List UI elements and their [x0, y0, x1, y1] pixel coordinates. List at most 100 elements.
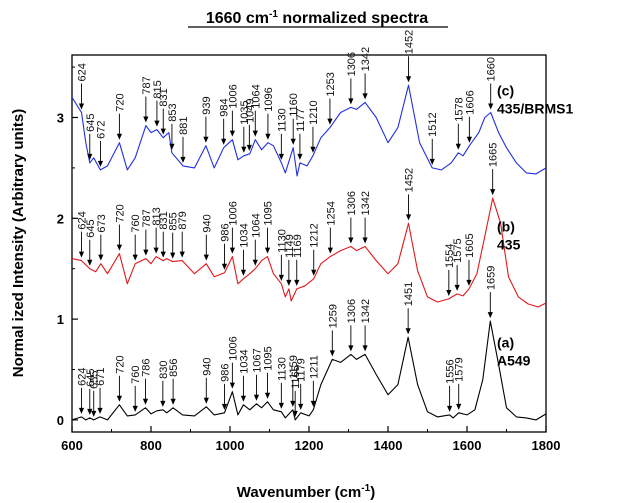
- peak-arrowhead-2-1210: [310, 146, 316, 153]
- peak-arrowhead-2-815: [154, 120, 160, 127]
- peak-label-0-1159: 1159: [288, 355, 300, 379]
- peak-arrowhead-2-1253: [327, 118, 333, 125]
- peak-label-2-1035: 1035: [239, 100, 251, 124]
- peak-arrowhead-2-881: [180, 156, 186, 163]
- peak-label-0-1067: 1067: [251, 348, 263, 372]
- peak-arrowhead-0-1067: [253, 394, 260, 401]
- peak-label-2-720: 720: [114, 93, 126, 111]
- peak-label-0-1306: 1306: [346, 299, 358, 323]
- peak-arrowhead-0-1006: [229, 382, 235, 389]
- peak-arrowhead-2-1006: [229, 130, 235, 137]
- peak-arrowhead-1-624: [78, 251, 85, 258]
- peak-label-1-831: 831: [158, 211, 170, 229]
- peak-label-2-672: 672: [95, 121, 107, 139]
- peak-label-1-1149: 1149: [284, 234, 296, 258]
- peak-arrowhead-0-645: [87, 408, 93, 415]
- peak-label-2-1006: 1006: [227, 84, 239, 108]
- peak-arrowhead-0-1342: [362, 345, 368, 352]
- peak-arrowhead-0-760: [132, 405, 138, 412]
- peak-label-1-1665: 1665: [488, 143, 500, 167]
- peak-arrowhead-1-879: [179, 251, 185, 258]
- peak-arrowhead-2-787: [143, 116, 149, 123]
- peak-label-2-1306: 1306: [346, 52, 358, 76]
- peak-arrowhead-2-1049: [246, 144, 252, 151]
- y-tick-label-3: 3: [57, 110, 64, 125]
- y-tick-label-2: 2: [57, 211, 64, 226]
- x-tick-label-1200: 1200: [295, 438, 324, 453]
- peak-arrowhead-0-671: [97, 407, 103, 414]
- peak-arrowhead-0-655: [91, 410, 97, 417]
- peak-label-1-673: 673: [96, 214, 108, 232]
- x-tick-label-600: 600: [61, 438, 83, 453]
- peak-label-2-1130: 1130: [276, 108, 288, 132]
- peak-label-2-815: 815: [152, 80, 164, 98]
- peak-arrowhead-1-760: [132, 254, 138, 261]
- peak-arrowhead-1-1212: [311, 269, 317, 276]
- peak-label-1-813: 813: [151, 207, 163, 225]
- peak-arrowhead-2-1096: [265, 133, 271, 140]
- peak-label-0-720: 720: [114, 355, 126, 373]
- peak-arrowhead-2-853: [169, 143, 175, 150]
- curve-label-0-1: A549: [497, 352, 531, 368]
- peak-arrowhead-1-1342: [362, 237, 368, 244]
- peak-label-2-1210: 1210: [308, 100, 320, 124]
- peak-arrowhead-1-1149: [286, 279, 292, 286]
- peak-label-1-1605: 1605: [464, 233, 476, 257]
- peak-arrowhead-1-1452: [405, 214, 412, 221]
- peak-arrowhead-0-856: [170, 398, 176, 405]
- spectrum-line-1: [71, 197, 547, 308]
- chart-title: 1660 cm-1 normalized spectra: [206, 9, 428, 27]
- peak-label-0-1211: 1211: [308, 355, 320, 379]
- peak-arrowhead-0-986: [221, 403, 228, 410]
- peak-arrowhead-1-1095: [264, 247, 271, 254]
- curve-label-2-0: (c): [497, 82, 514, 98]
- peak-label-1-760: 760: [130, 214, 142, 232]
- peak-label-1-940: 940: [201, 214, 213, 232]
- peak-arrowhead-1-1605: [466, 279, 472, 286]
- peak-arrowhead-2-1606: [466, 136, 472, 143]
- peak-label-0-1095: 1095: [263, 346, 275, 370]
- peak-arrowhead-0-1451: [405, 328, 411, 335]
- peak-label-2-787: 787: [141, 76, 153, 94]
- peak-label-2-1578: 1578: [453, 97, 465, 121]
- peak-label-0-671: 671: [95, 368, 107, 386]
- peak-label-1-624: 624: [76, 211, 88, 229]
- peak-arrowhead-0-1159: [290, 400, 296, 407]
- peak-label-1-1212: 1212: [309, 223, 321, 247]
- x-tick-label-1000: 1000: [216, 438, 245, 453]
- peak-arrowhead-2-1130: [278, 153, 284, 160]
- peak-arrowhead-2-939: [203, 136, 209, 143]
- chart-title-sup: -1: [269, 9, 278, 20]
- peak-label-0-1659: 1659: [485, 266, 497, 290]
- curve-label-0-0: (a): [497, 334, 514, 350]
- peak-label-1-1452: 1452: [404, 168, 416, 192]
- curve-label-1-1: 435: [497, 236, 521, 252]
- y-tick-label-0: 0: [57, 413, 64, 428]
- peak-arrowhead-1-787: [143, 249, 149, 256]
- peak-label-1-645: 645: [85, 219, 97, 237]
- peak-label-0-1165: 1165: [290, 365, 302, 389]
- y-tick-label-1: 1: [57, 312, 64, 327]
- peak-label-2-1177: 1177: [295, 108, 307, 132]
- peak-label-1-1342: 1342: [360, 191, 372, 215]
- peak-label-0-760: 760: [130, 366, 142, 384]
- peak-label-1-1034: 1034: [238, 223, 250, 247]
- peak-arrowhead-0-1034: [240, 395, 247, 402]
- peak-arrowhead-1-1575: [454, 284, 460, 291]
- peak-arrowhead-2-645: [87, 153, 93, 160]
- peak-label-0-624: 624: [76, 368, 88, 386]
- x-tick-label-1600: 1600: [453, 438, 482, 453]
- peak-arrowhead-1-1169: [294, 279, 300, 286]
- peak-arrowhead-2-1342: [362, 93, 368, 100]
- peak-arrowhead-0-1095: [264, 392, 271, 399]
- peak-label-2-831: 831: [158, 88, 170, 106]
- peak-label-1-1554: 1554: [444, 243, 456, 267]
- peak-label-2-1452: 1452: [404, 30, 416, 54]
- peak-label-0-986: 986: [219, 363, 231, 381]
- peak-label-0-655: 655: [89, 371, 101, 389]
- peak-label-0-1556: 1556: [445, 359, 457, 383]
- peak-arrowhead-0-1556: [447, 405, 453, 412]
- curve-label-2-1: 435/BRMS1: [497, 100, 573, 116]
- peak-arrowhead-1-1130: [278, 274, 284, 281]
- peak-label-0-940: 940: [201, 357, 213, 375]
